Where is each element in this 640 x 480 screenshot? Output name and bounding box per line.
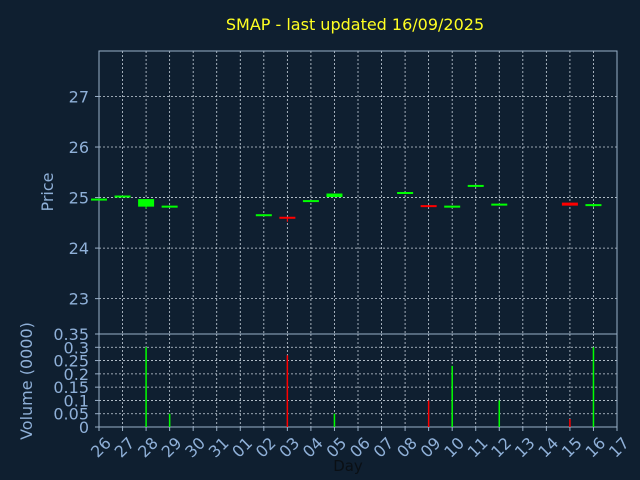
volume-bar bbox=[498, 400, 501, 427]
price-tick-label: 25 bbox=[69, 189, 89, 208]
candle-body bbox=[279, 216, 296, 219]
candle-body bbox=[397, 191, 414, 194]
candle-body bbox=[326, 193, 343, 198]
candle-body bbox=[467, 184, 484, 187]
volume-axis-label: Volume (0000) bbox=[17, 322, 36, 440]
price-tick-label: 23 bbox=[69, 290, 89, 309]
candlestick-series bbox=[91, 184, 602, 222]
candle-body bbox=[255, 214, 272, 217]
candle-body bbox=[161, 205, 178, 208]
volume-bar bbox=[168, 413, 171, 427]
volume-bar bbox=[427, 400, 430, 427]
volume-grid bbox=[98, 333, 618, 428]
volume-tick-label: 0.25 bbox=[53, 352, 89, 371]
volume-tick-label: 0 bbox=[79, 418, 89, 437]
candle-body bbox=[91, 198, 107, 201]
price-tick-label: 24 bbox=[69, 239, 89, 258]
price-grid bbox=[98, 51, 618, 334]
volume-tick-label: 0.3 bbox=[64, 338, 89, 357]
price-axis-label: Price bbox=[38, 172, 57, 211]
day-axis-label: Day bbox=[333, 457, 363, 475]
candle-body bbox=[302, 200, 319, 203]
price-axis-ticks: 23 24 25 26 27 bbox=[69, 87, 99, 309]
chart-title: SMAP - last updated 16/09/2025 bbox=[226, 15, 484, 34]
volume-bar bbox=[333, 413, 336, 427]
day-tick-label: 17 bbox=[605, 433, 633, 461]
volume-axis-ticks: 00.050.10.150.20.250.30.35 bbox=[53, 325, 99, 437]
volume-bar bbox=[569, 419, 571, 427]
candle-body bbox=[114, 195, 131, 198]
volume-bar bbox=[451, 365, 453, 427]
volume-bar bbox=[592, 347, 595, 427]
candle-body bbox=[491, 203, 508, 206]
candle-body bbox=[561, 202, 578, 206]
volume-bar-series bbox=[145, 347, 595, 427]
price-tick-label: 27 bbox=[69, 87, 89, 106]
volume-bar bbox=[145, 347, 147, 427]
volume-tick-label: 0.35 bbox=[53, 325, 89, 344]
volume-tick-label: 0.1 bbox=[64, 391, 89, 410]
volume-bar bbox=[286, 355, 289, 427]
volume-tick-label: 0.15 bbox=[53, 378, 89, 397]
price-tick-label: 26 bbox=[69, 138, 89, 157]
candle-body bbox=[444, 205, 461, 208]
candle-body bbox=[585, 204, 602, 207]
volume-tick-label: 0.05 bbox=[53, 405, 89, 424]
candle-body bbox=[138, 199, 155, 207]
volume-tick-label: 0.2 bbox=[64, 365, 89, 384]
candle-body bbox=[420, 205, 437, 208]
